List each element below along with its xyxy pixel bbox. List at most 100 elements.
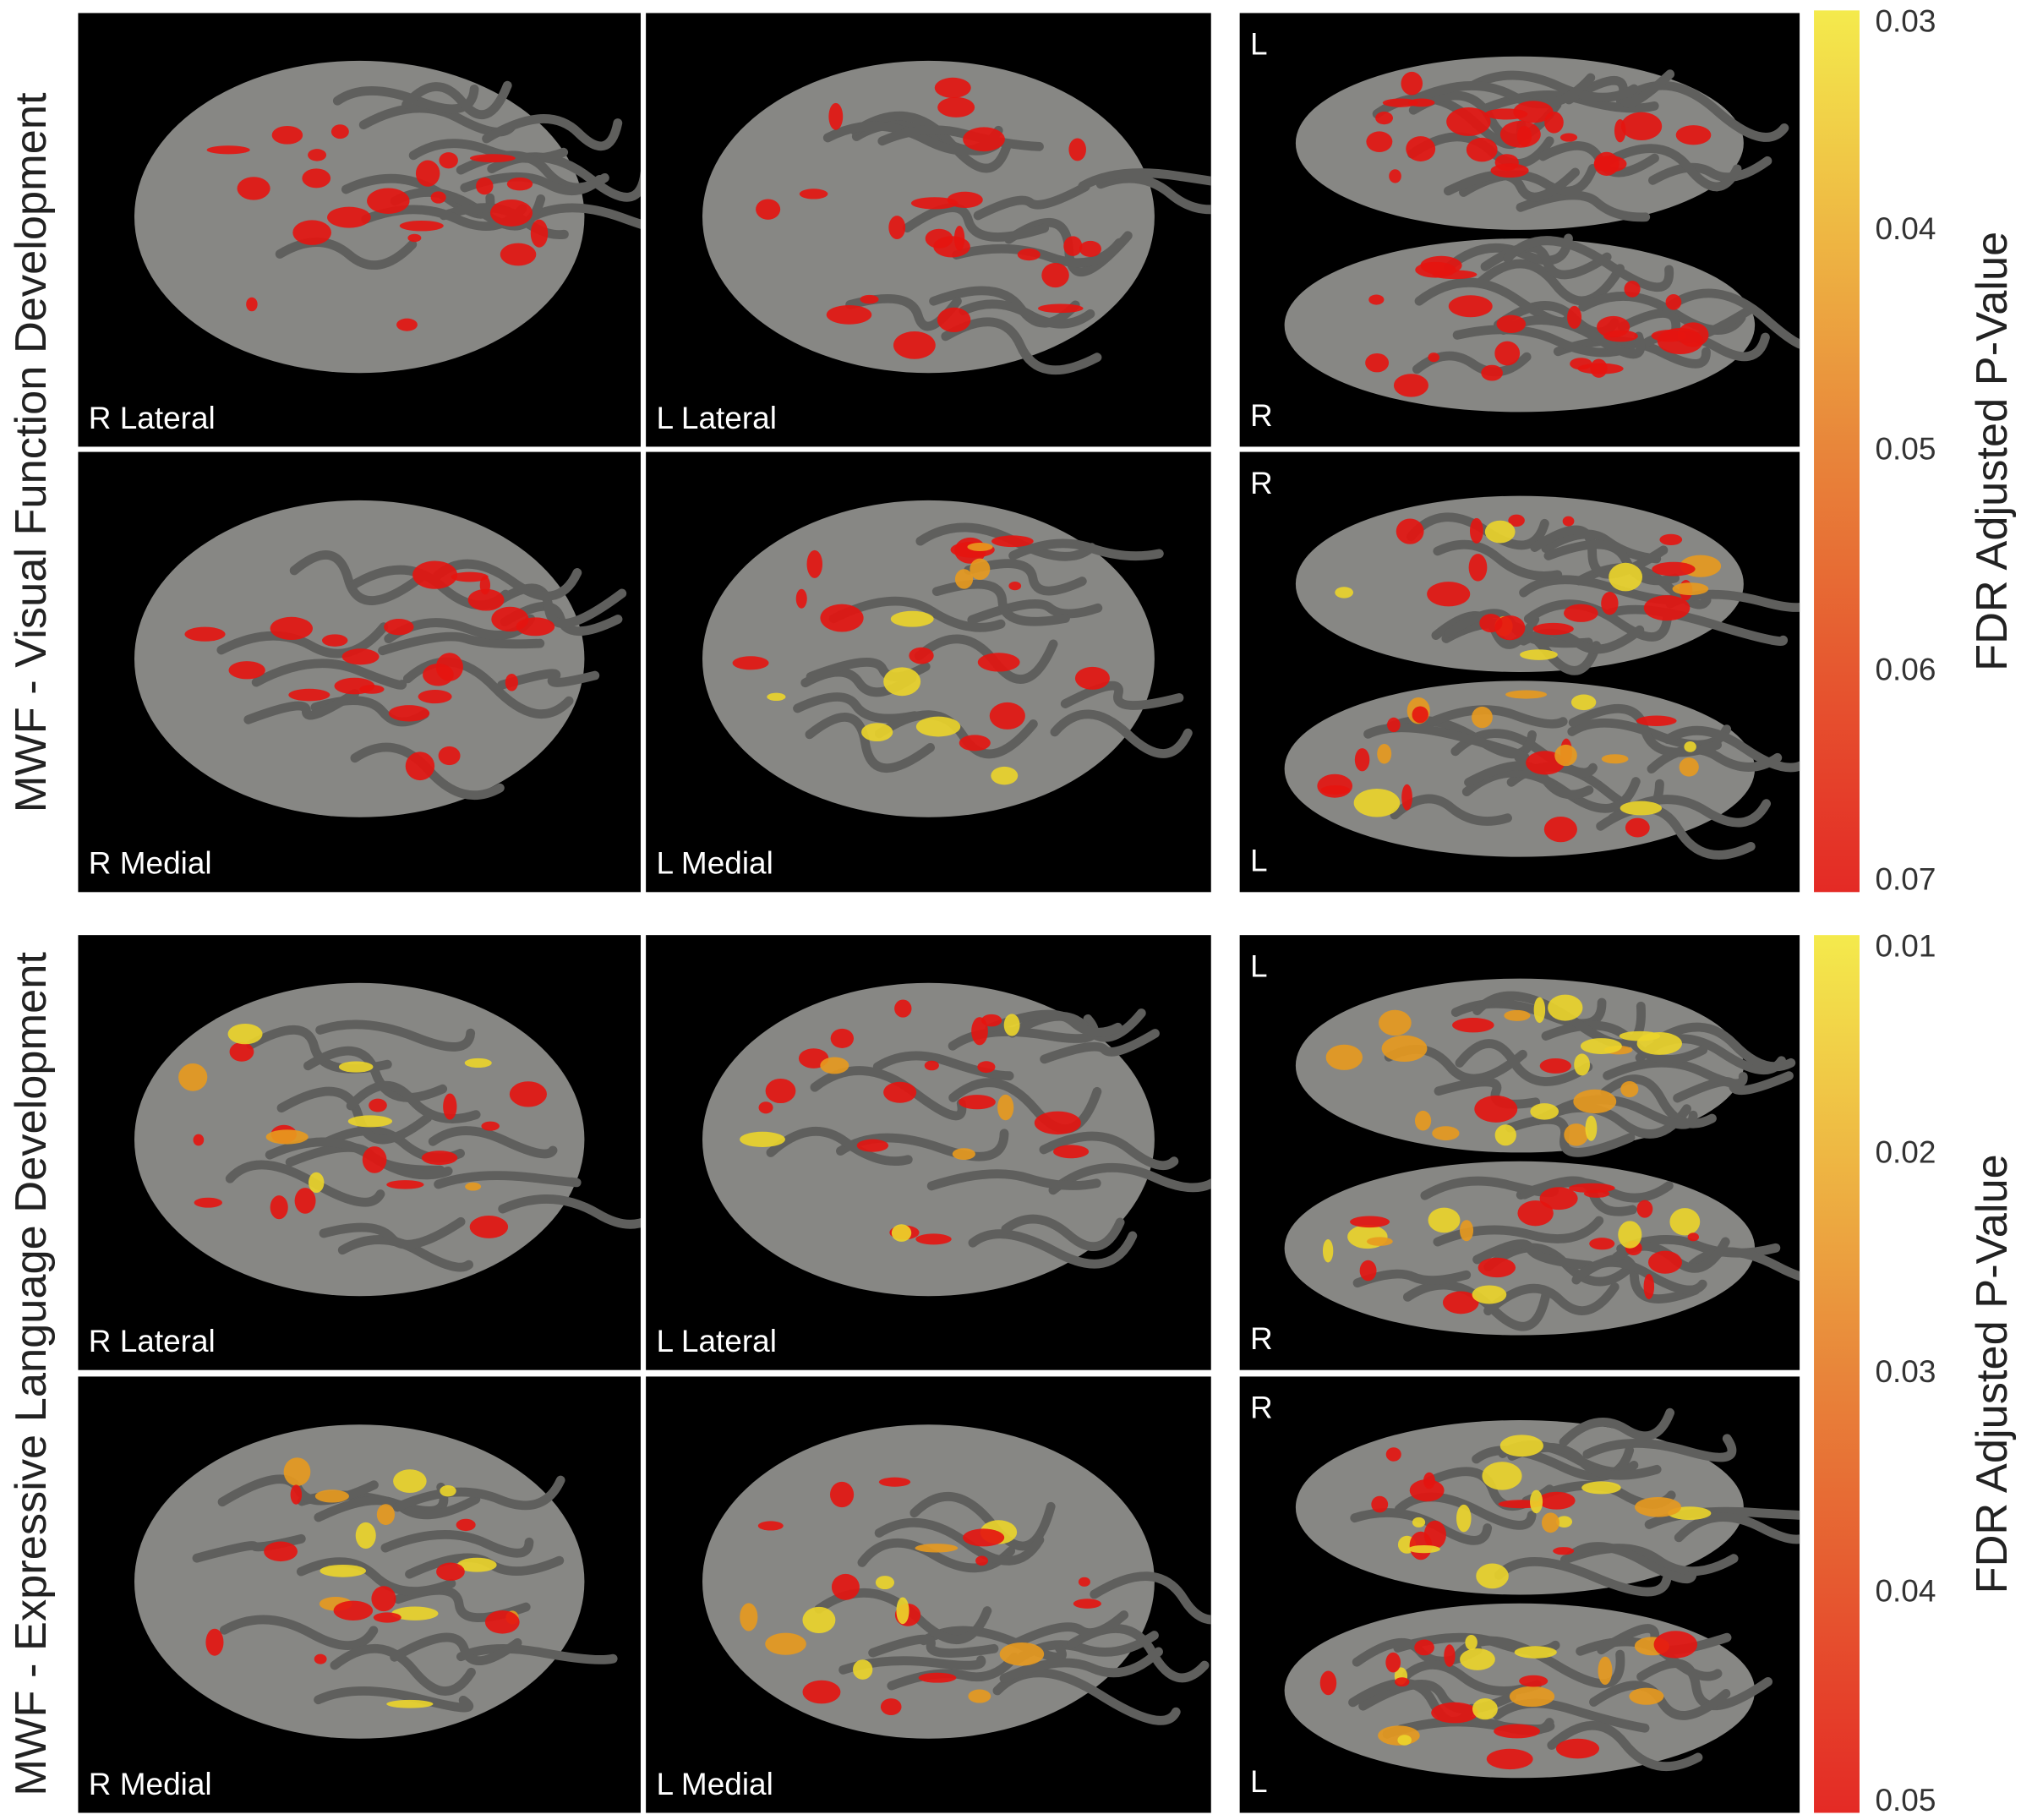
activation: [1063, 236, 1083, 256]
activation: [1481, 364, 1503, 381]
colorbar-tick-label: 0.06: [1875, 652, 1936, 686]
sulcus: [1516, 190, 1651, 222]
view-label: L: [1250, 1764, 1268, 1799]
view-label: R Lateral: [89, 401, 216, 435]
sulcus: [1503, 236, 1674, 292]
brain-view: RL: [1239, 451, 1800, 893]
activation: [1073, 1599, 1101, 1609]
activation: [971, 1017, 988, 1046]
activation: [1564, 604, 1598, 622]
activation: [500, 243, 537, 266]
sulcus: [872, 1051, 1014, 1081]
sulcus: [999, 1647, 1163, 1683]
activation: [338, 1061, 374, 1073]
activation: [1597, 315, 1630, 338]
sulcus: [319, 1216, 466, 1249]
activation: [265, 1129, 309, 1145]
activation: [396, 318, 418, 331]
activation: [1408, 98, 1435, 107]
activation: [799, 189, 828, 199]
row-title: MWF - Expressive Language Development: [7, 952, 56, 1796]
brain: [1284, 495, 1800, 860]
activation: [1539, 1187, 1578, 1211]
activation: [407, 233, 422, 243]
activation: [333, 1600, 374, 1621]
brain-view: RL: [1239, 1376, 1800, 1813]
sulcus: [874, 710, 1038, 759]
activation: [1078, 1577, 1090, 1587]
activation: [436, 1562, 465, 1581]
colorbar-tick-label: 0.03: [1875, 4, 1936, 39]
activation: [1385, 1652, 1401, 1673]
colorbar-tick-label: 0.01: [1875, 928, 1936, 963]
activation: [1532, 622, 1574, 636]
activation: [1385, 1447, 1401, 1462]
activation: [1580, 1038, 1622, 1054]
activation: [828, 102, 844, 130]
activation: [1442, 1291, 1479, 1314]
activation: [1554, 744, 1577, 767]
sulcus: [1492, 1698, 1650, 1733]
activation: [1478, 1257, 1516, 1278]
brain: [134, 60, 641, 374]
activation: [1643, 1274, 1655, 1299]
activation: [1517, 1200, 1554, 1227]
sulcus: [850, 111, 1013, 173]
activation: [1508, 514, 1525, 527]
activation: [1469, 517, 1483, 544]
activation: [440, 1484, 456, 1497]
activation: [386, 1180, 424, 1189]
activation: [205, 1628, 224, 1656]
activation: [369, 1098, 387, 1112]
activation: [1516, 125, 1532, 147]
activation: [1609, 562, 1643, 592]
activation: [1428, 353, 1439, 363]
activation: [393, 1469, 427, 1494]
sulcus: [1390, 794, 1512, 826]
activation: [1322, 1239, 1334, 1263]
sulcus: [500, 601, 623, 637]
activation: [1412, 1517, 1426, 1528]
activation: [388, 705, 430, 722]
activation: [937, 96, 975, 118]
sulcus: [1568, 703, 1722, 757]
activation: [1581, 1481, 1621, 1495]
activation: [915, 1544, 959, 1553]
sulcus: [1095, 173, 1211, 215]
activation: [1427, 582, 1471, 607]
sulcus: [1433, 539, 1563, 581]
activation: [229, 1041, 254, 1062]
sulcus: [1547, 1720, 1703, 1772]
sulcus: [902, 203, 1050, 242]
sulcus: [952, 238, 1124, 268]
activation: [421, 1150, 458, 1166]
sulcus: [1559, 1407, 1675, 1447]
activation: [228, 661, 265, 680]
activation: [1555, 1738, 1600, 1759]
activation: [1325, 1044, 1363, 1070]
activation: [963, 127, 1005, 152]
sulcus: [1008, 538, 1164, 561]
activation: [1003, 1014, 1020, 1036]
activation: [1468, 554, 1488, 582]
brain-view: L Lateral: [646, 935, 1211, 1370]
activation: [1354, 748, 1370, 772]
activation: [1366, 131, 1393, 152]
activation: [820, 604, 864, 632]
sulcus: [973, 182, 1090, 221]
sulcus: [337, 1235, 474, 1272]
activation: [355, 1522, 376, 1549]
activation: [484, 1610, 520, 1634]
sulcus: [1396, 1716, 1554, 1735]
activation: [1494, 1724, 1541, 1739]
activation: [399, 220, 444, 232]
sulcus: [1464, 761, 1594, 800]
activation: [288, 688, 330, 702]
sulcus: [527, 203, 641, 229]
view-label: R: [1250, 466, 1273, 500]
activation: [1317, 773, 1353, 798]
activation: [934, 77, 971, 98]
activation: [314, 1653, 327, 1664]
sulcus: [1543, 539, 1680, 586]
activation: [1562, 516, 1575, 527]
